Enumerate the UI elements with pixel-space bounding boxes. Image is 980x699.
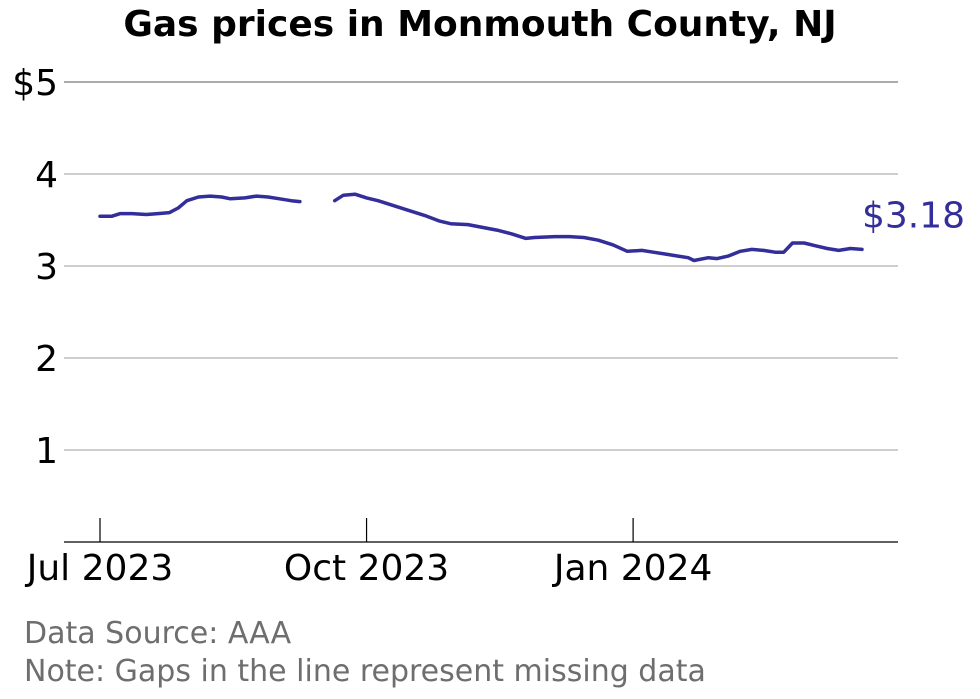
y-axis-ticks: 1 2 3 4 $5 [12, 63, 58, 472]
y-tick-label: 1 [35, 431, 58, 472]
y-tick-label: $5 [12, 63, 58, 104]
line-chart: 1 2 3 4 $5 Jul 2023 Oct 2023 Jan 2024 $3.18 [12, 63, 965, 589]
gaps-note: Note: Gaps in the line represent missing… [24, 654, 706, 689]
y-tick-label: 4 [35, 155, 58, 196]
series-lines [98, 192, 864, 263]
chart-title: Gas prices in Monmouth County, NJ [123, 4, 837, 45]
data-source-note: Data Source: AAA [24, 616, 292, 651]
y-tick-label: 2 [35, 339, 58, 380]
gridlines [64, 81, 898, 451]
price-line-segment-2 [332, 192, 864, 263]
x-tick-label: Jan 2024 [552, 548, 713, 589]
x-tick-label: Oct 2023 [284, 548, 449, 589]
x-tick-label: Jul 2023 [25, 548, 174, 589]
price-line-segment-1 [98, 194, 302, 219]
y-tick-label: 3 [35, 247, 58, 288]
end-value-label: $3.18 [862, 195, 965, 236]
x-axis-ticks: Jul 2023 Oct 2023 Jan 2024 [25, 518, 713, 589]
